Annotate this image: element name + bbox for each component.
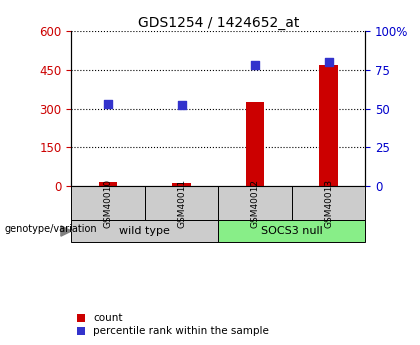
Bar — [173, 183, 191, 186]
Bar — [218, 220, 365, 242]
Legend: count, percentile rank within the sample: count, percentile rank within the sample — [76, 313, 269, 336]
Text: wild type: wild type — [119, 226, 171, 236]
Text: GSM40013: GSM40013 — [324, 179, 333, 228]
Text: GSM40012: GSM40012 — [251, 179, 260, 228]
Bar — [71, 220, 218, 242]
Text: GSM40010: GSM40010 — [104, 179, 113, 228]
Bar — [71, 186, 145, 220]
Title: GDS1254 / 1424652_at: GDS1254 / 1424652_at — [138, 16, 299, 30]
Bar — [292, 186, 365, 220]
Point — [325, 59, 332, 65]
Point — [252, 62, 259, 68]
Bar — [99, 182, 117, 186]
Point — [178, 103, 185, 108]
Text: genotype/variation: genotype/variation — [4, 224, 97, 234]
Text: GSM40011: GSM40011 — [177, 179, 186, 228]
Bar — [246, 102, 264, 186]
Point — [105, 101, 112, 107]
Bar — [320, 65, 338, 186]
Bar — [218, 186, 292, 220]
Text: SOCS3 null: SOCS3 null — [261, 226, 323, 236]
Bar — [145, 186, 218, 220]
